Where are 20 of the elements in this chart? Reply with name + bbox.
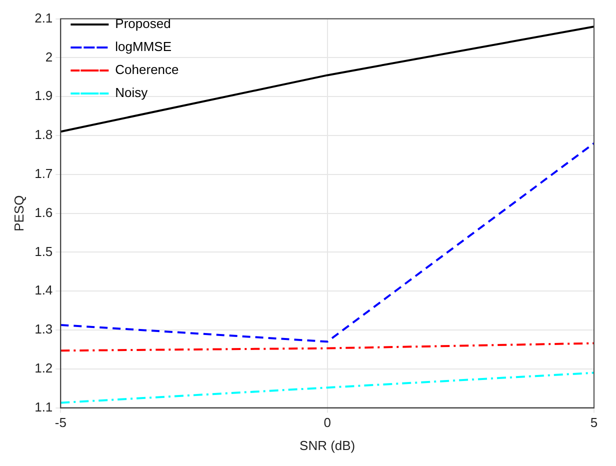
legend-label: logMMSE <box>115 39 172 54</box>
y-tick-label: 2 <box>45 49 53 64</box>
legend-label: Noisy <box>115 85 148 100</box>
y-tick-label: 1.9 <box>34 88 53 104</box>
y-axis-title: PESQ <box>11 195 26 232</box>
y-tick-label: 1.8 <box>34 127 53 142</box>
y-tick-label: 2.1 <box>34 10 53 26</box>
legend-label: Proposed <box>115 16 171 32</box>
legend-label: Coherence <box>115 62 179 78</box>
x-axis-title: SNR (dB) <box>300 438 356 453</box>
y-tick-label: 1.6 <box>34 204 53 220</box>
x-tick-label: -5 <box>54 415 66 430</box>
y-tick-label: 1.7 <box>34 166 53 181</box>
y-tick-label: 1.5 <box>34 244 53 259</box>
y-tick-label: 1.3 <box>34 322 53 337</box>
x-tick-label: 5 <box>590 415 598 430</box>
y-tick-label: 1.4 <box>34 282 53 298</box>
x-tick-label: 0 <box>324 415 331 430</box>
y-tick-label: 1.1 <box>34 399 53 414</box>
y-tick-label: 1.2 <box>34 360 53 376</box>
